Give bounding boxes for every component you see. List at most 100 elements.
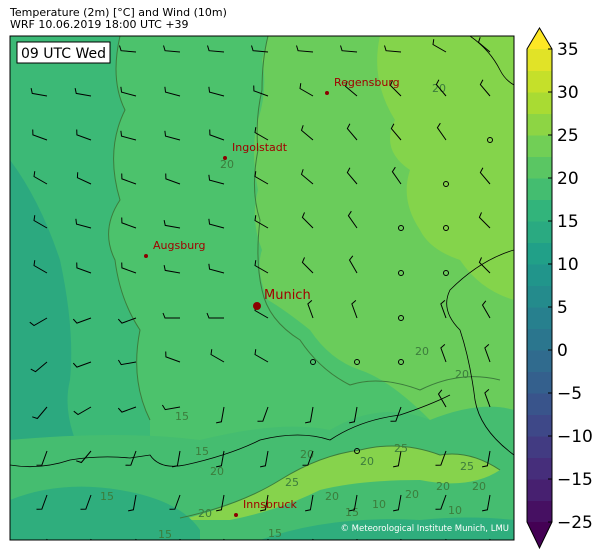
- wind-barb: [90, 538, 92, 540]
- wind-barb: [305, 406, 314, 424]
- model-run-subtitle: WRF 10.06.2019 18:00 UTC +39: [10, 18, 189, 31]
- wind-barb: [121, 262, 137, 274]
- colorbar-extend-min: [527, 522, 552, 548]
- wind-barb: [33, 171, 48, 185]
- wind-barb: [119, 45, 137, 53]
- wind-barb: [307, 299, 314, 319]
- city-dot-munich: [253, 302, 261, 310]
- copyright-credit: © Meteorological Institute Munich, LMU: [340, 524, 509, 534]
- isotherm-alps: [179, 445, 501, 519]
- colorbar-tick-label: 35: [557, 40, 579, 60]
- contour-label: 20: [220, 158, 234, 171]
- contour-label: 15: [268, 527, 282, 540]
- contour-label: 20: [455, 368, 469, 381]
- wind-barb: [254, 260, 269, 274]
- wind-barb: [72, 361, 92, 368]
- contour-label: 20: [472, 480, 486, 493]
- wind-barb: [161, 404, 181, 411]
- wind-barb: [440, 299, 447, 319]
- colorbar-band: [527, 264, 552, 286]
- isotherm-20-main: [253, 36, 501, 391]
- wind-barb: [302, 450, 314, 466]
- wind-barb: [72, 317, 92, 324]
- colorbar-tick-label: 5: [557, 298, 568, 318]
- city-label-regensburg: Regensburg: [334, 76, 400, 89]
- wind-barb: [346, 167, 358, 185]
- wind-barb: [296, 45, 314, 53]
- wind-barb: [477, 37, 491, 53]
- colorbar-band: [527, 393, 552, 415]
- wind-barb: [251, 45, 269, 53]
- wind-barb: [206, 312, 224, 319]
- wind-barb: [36, 494, 48, 510]
- wind-barb: [254, 171, 269, 185]
- colorbar-tick-label: −10: [557, 427, 593, 447]
- wind-barb: [216, 406, 225, 424]
- wind-barb: [208, 218, 225, 229]
- wind-barb: [299, 83, 314, 97]
- temp-band-alps-cold: [10, 486, 514, 540]
- colorbar-band: [527, 70, 552, 93]
- calm-wind-marker: [443, 225, 449, 231]
- calm-wind-marker: [443, 270, 449, 276]
- colorbar-tick-label: 20: [557, 169, 579, 189]
- colorbar-tick-label: 0: [557, 341, 568, 361]
- wind-barb: [393, 450, 402, 468]
- wind-barb: [76, 450, 92, 464]
- calm-wind-marker: [443, 181, 449, 187]
- wind-barb: [482, 494, 491, 512]
- isotherm-17-west: [108, 36, 151, 421]
- calm-wind-marker: [354, 359, 360, 365]
- time-label: 09 UTC Wed: [21, 46, 106, 62]
- wind-barb: [347, 210, 358, 229]
- contour-label: 15: [100, 490, 114, 503]
- wind-barb: [253, 85, 269, 97]
- contour-label: 20: [325, 490, 339, 503]
- border-austria-east: [446, 249, 514, 456]
- contour-label: 20: [415, 345, 429, 358]
- wind-barb: [179, 539, 181, 540]
- wind-barb: [484, 343, 491, 363]
- wind-barb: [30, 88, 48, 97]
- wind-barb: [300, 169, 314, 185]
- wind-barb: [400, 538, 402, 540]
- wind-barb: [437, 389, 447, 408]
- colorbar-band: [527, 328, 552, 351]
- wind-barb: [32, 406, 48, 420]
- wind-barb: [172, 450, 181, 468]
- wind-barb: [120, 86, 137, 97]
- city-label-ingolstadt: Ingolstadt: [232, 141, 288, 154]
- colorbar-band: [527, 350, 552, 372]
- colorbar-band: [527, 285, 552, 308]
- wind-barb: [435, 494, 447, 510]
- wind-barb: [117, 406, 137, 413]
- wind-barb: [163, 220, 181, 229]
- wind-barb: [74, 88, 92, 97]
- city-label-munich: Munich: [264, 288, 311, 303]
- city-dot-augsburg: [144, 254, 148, 258]
- colorbar-band: [527, 307, 552, 329]
- wind-barb: [125, 450, 137, 466]
- wind-barb: [479, 79, 491, 97]
- wind-barb: [223, 538, 225, 540]
- colorbar-ticks: 35 30 25 20 15 10 5 0 −5 −10 −15 −25: [548, 40, 593, 533]
- wind-barb: [489, 538, 491, 540]
- wind-barb: [435, 79, 447, 97]
- wind-barb: [209, 129, 225, 141]
- contour-label: 25: [394, 442, 408, 455]
- temperature-field: 20 20 20 20 20 20 15 15 15 15 15 20 20 2…: [10, 36, 514, 540]
- city-label-innsbruck: Innsbruck: [243, 498, 297, 511]
- wind-barb: [117, 359, 137, 366]
- contour-label: 25: [460, 460, 474, 473]
- wind-barb: [73, 406, 92, 416]
- wind-barb: [478, 257, 491, 274]
- contour-label: 20: [360, 455, 374, 468]
- colorbar-tick-label: 15: [557, 212, 579, 232]
- wind-barb: [267, 539, 269, 540]
- wind-barb: [169, 494, 181, 510]
- wind-barb: [208, 263, 225, 274]
- chart-title: Temperature (2m) [°C] and Wind (10m): [10, 6, 227, 19]
- colorbar-band: [527, 135, 552, 157]
- wind-barb: [384, 45, 402, 53]
